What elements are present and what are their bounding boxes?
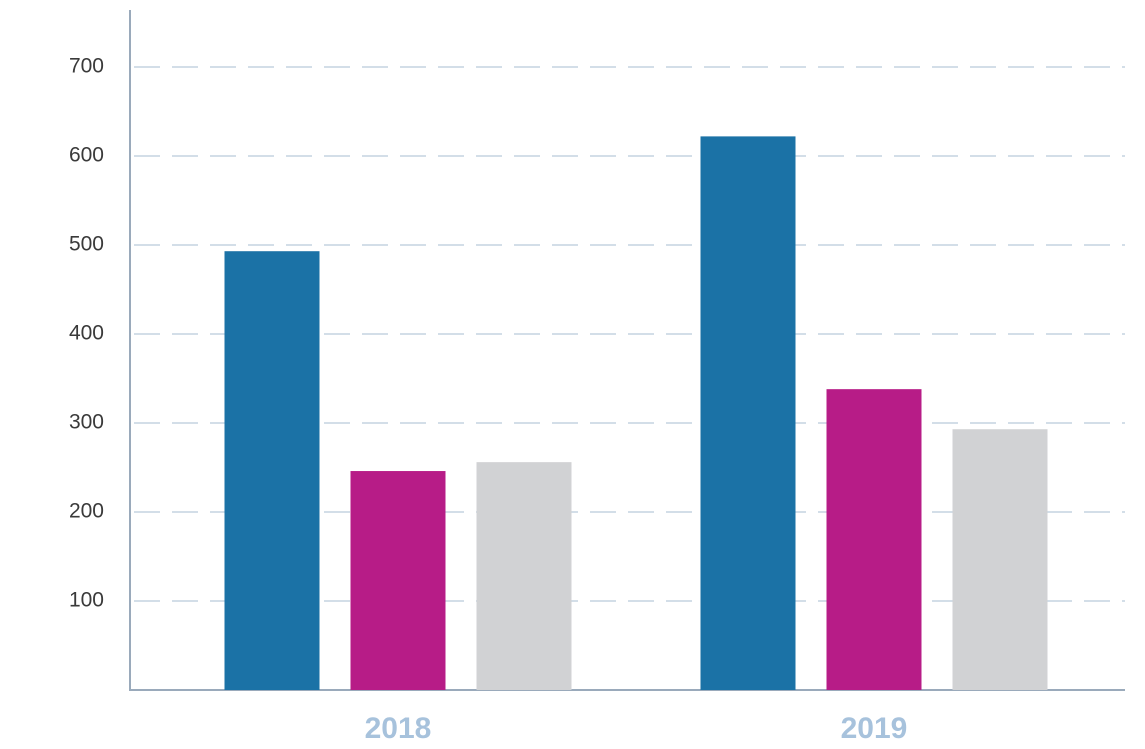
bar	[826, 389, 922, 690]
y-tick-label: 300	[69, 411, 104, 434]
y-tick-label: 100	[69, 589, 104, 612]
bar	[476, 462, 572, 690]
bar	[224, 251, 320, 690]
y-tick-label: 500	[69, 233, 104, 256]
bar	[350, 471, 446, 690]
bar	[952, 429, 1048, 690]
y-tick-label: 700	[69, 55, 104, 78]
x-tick-label: 2019	[841, 712, 908, 745]
y-tick-label: 400	[69, 322, 104, 345]
y-tick-label: 600	[69, 144, 104, 167]
y-tick-label: 200	[69, 500, 104, 523]
x-tick-label: 2018	[365, 712, 432, 745]
bar	[700, 136, 796, 690]
